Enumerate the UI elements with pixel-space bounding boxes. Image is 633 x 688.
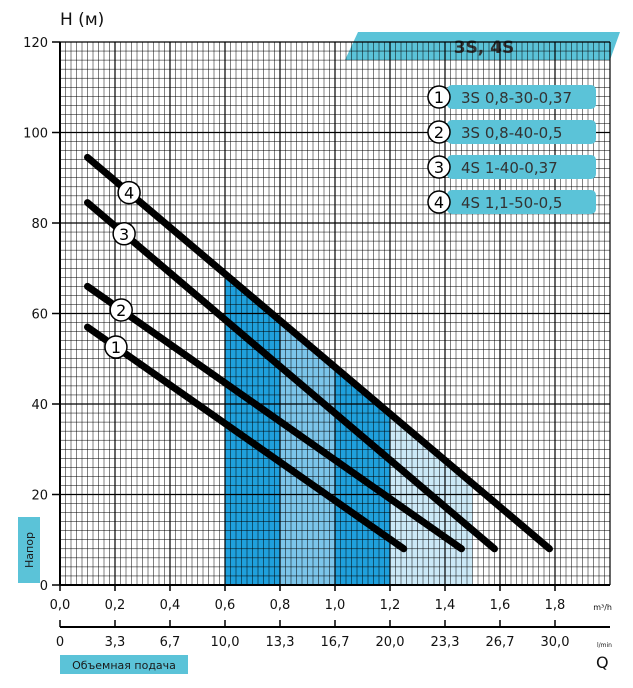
- x-tick-label-m3h: 0,2: [105, 598, 126, 613]
- y-axis-title: H (м): [60, 10, 104, 30]
- x-tick-label-lmin: 10,0: [211, 635, 240, 650]
- x-tick-label-lmin: 0: [56, 635, 64, 650]
- legend-marker-2: [427, 120, 451, 144]
- y-tick-label: 60: [31, 308, 48, 323]
- title-banner: [345, 32, 620, 60]
- x-tick-labels-m3h: 0,0 0,2 0,4 0,6 0,8 1,0 1,2 1,4 1,6 1,8: [50, 585, 566, 613]
- x-tick-label-lmin: 26,7: [486, 635, 515, 650]
- x-tick-label-lmin: 23,3: [431, 635, 460, 650]
- curve-marker-label-3: 3: [119, 225, 129, 244]
- legend: 1 3S 0,8-30-0,37 2 3S 0,8-40-0,5 3 4S 1-40-0,…: [427, 85, 596, 214]
- x-tick-label-lmin: 13,3: [266, 635, 295, 650]
- x-tick-label-lmin: 16,7: [321, 635, 350, 650]
- y-tick-label: 100: [23, 127, 48, 142]
- legend-badge-2: [447, 120, 596, 144]
- curve-markers: 1 2 3 4: [104, 180, 141, 359]
- legend-label-2: 3S 0,8-40-0,5: [461, 124, 562, 142]
- x-tick-label-lmin: 30,0: [541, 635, 570, 650]
- legend-marker-label-3: 3: [434, 158, 444, 177]
- y-tick-label: 80: [31, 217, 48, 232]
- x-tick-label-m3h: 1,0: [325, 598, 346, 613]
- x-tick-label-m3h: 1,6: [490, 598, 511, 613]
- x-tick-labels-lmin: 0 3,3 6,7 10,0 13,3 16,7 20,0 23,3 26,7 30,0: [56, 620, 570, 650]
- x-tick-label-m3h: 0,4: [160, 598, 181, 613]
- curve-2: [84, 282, 465, 553]
- x-axis-letter: Q: [596, 653, 609, 672]
- side-label: Напор: [23, 532, 36, 568]
- curve-marker-4: [117, 180, 141, 205]
- curve-marker-3: [112, 222, 136, 246]
- legend-marker-label-4: 4: [434, 193, 444, 212]
- curve-marker-label-2: 2: [116, 301, 126, 320]
- legend-marker-label-1: 1: [434, 88, 444, 107]
- x-tick-label-m3h: 1,8: [545, 598, 566, 613]
- curve-marker-2: [109, 298, 133, 322]
- x-tick-label-m3h: 0,0: [50, 598, 71, 613]
- curve-3: [84, 199, 498, 553]
- curve-4: [84, 153, 553, 553]
- bottom-badge: Объемная подача: [72, 659, 176, 672]
- legend-badge-1: [447, 85, 596, 109]
- y-tick-labels: 0 20 40 60 80 100 120: [23, 36, 60, 594]
- curve-marker-1: [104, 335, 128, 359]
- x-tick-label-lmin: 3,3: [105, 635, 126, 650]
- legend-marker-3: [427, 155, 451, 179]
- y-tick-label: 40: [31, 398, 48, 413]
- x-tick-label-lmin: 6,7: [160, 635, 181, 650]
- x-tick-label-lmin: 20,0: [376, 635, 405, 650]
- x-tick-label-m3h: 0,8: [270, 598, 291, 613]
- legend-badge-4: [447, 190, 596, 214]
- chart-title: 3S, 4S: [454, 38, 515, 58]
- bottom-badge-box: [60, 655, 188, 674]
- y-tick-label: 0: [40, 579, 48, 594]
- curve-marker-label-1: 1: [111, 338, 121, 357]
- curve-1: [84, 323, 408, 553]
- side-label-box: [18, 517, 40, 583]
- legend-label-3: 4S 1-40-0,37: [461, 159, 558, 177]
- legend-badge-3: [447, 155, 596, 179]
- x-unit-lmin: l/min: [597, 642, 612, 649]
- x-tick-label-m3h: 1,2: [380, 598, 401, 613]
- legend-label-1: 3S 0,8-30-0,37: [461, 89, 572, 107]
- x-tick-label-m3h: 1,4: [435, 598, 456, 613]
- legend-marker-label-2: 2: [434, 123, 444, 142]
- y-tick-label: 120: [23, 36, 48, 51]
- x-tick-label-m3h: 0,6: [215, 598, 236, 613]
- legend-label-4: 4S 1,1-50-0,5: [461, 194, 562, 212]
- curve-marker-label-4: 4: [124, 184, 134, 203]
- y-tick-label: 20: [31, 489, 48, 504]
- x-unit-m3h: m³/h: [593, 603, 612, 612]
- legend-marker-4: [427, 190, 451, 214]
- legend-marker-1: [427, 85, 451, 109]
- curves: [84, 153, 553, 553]
